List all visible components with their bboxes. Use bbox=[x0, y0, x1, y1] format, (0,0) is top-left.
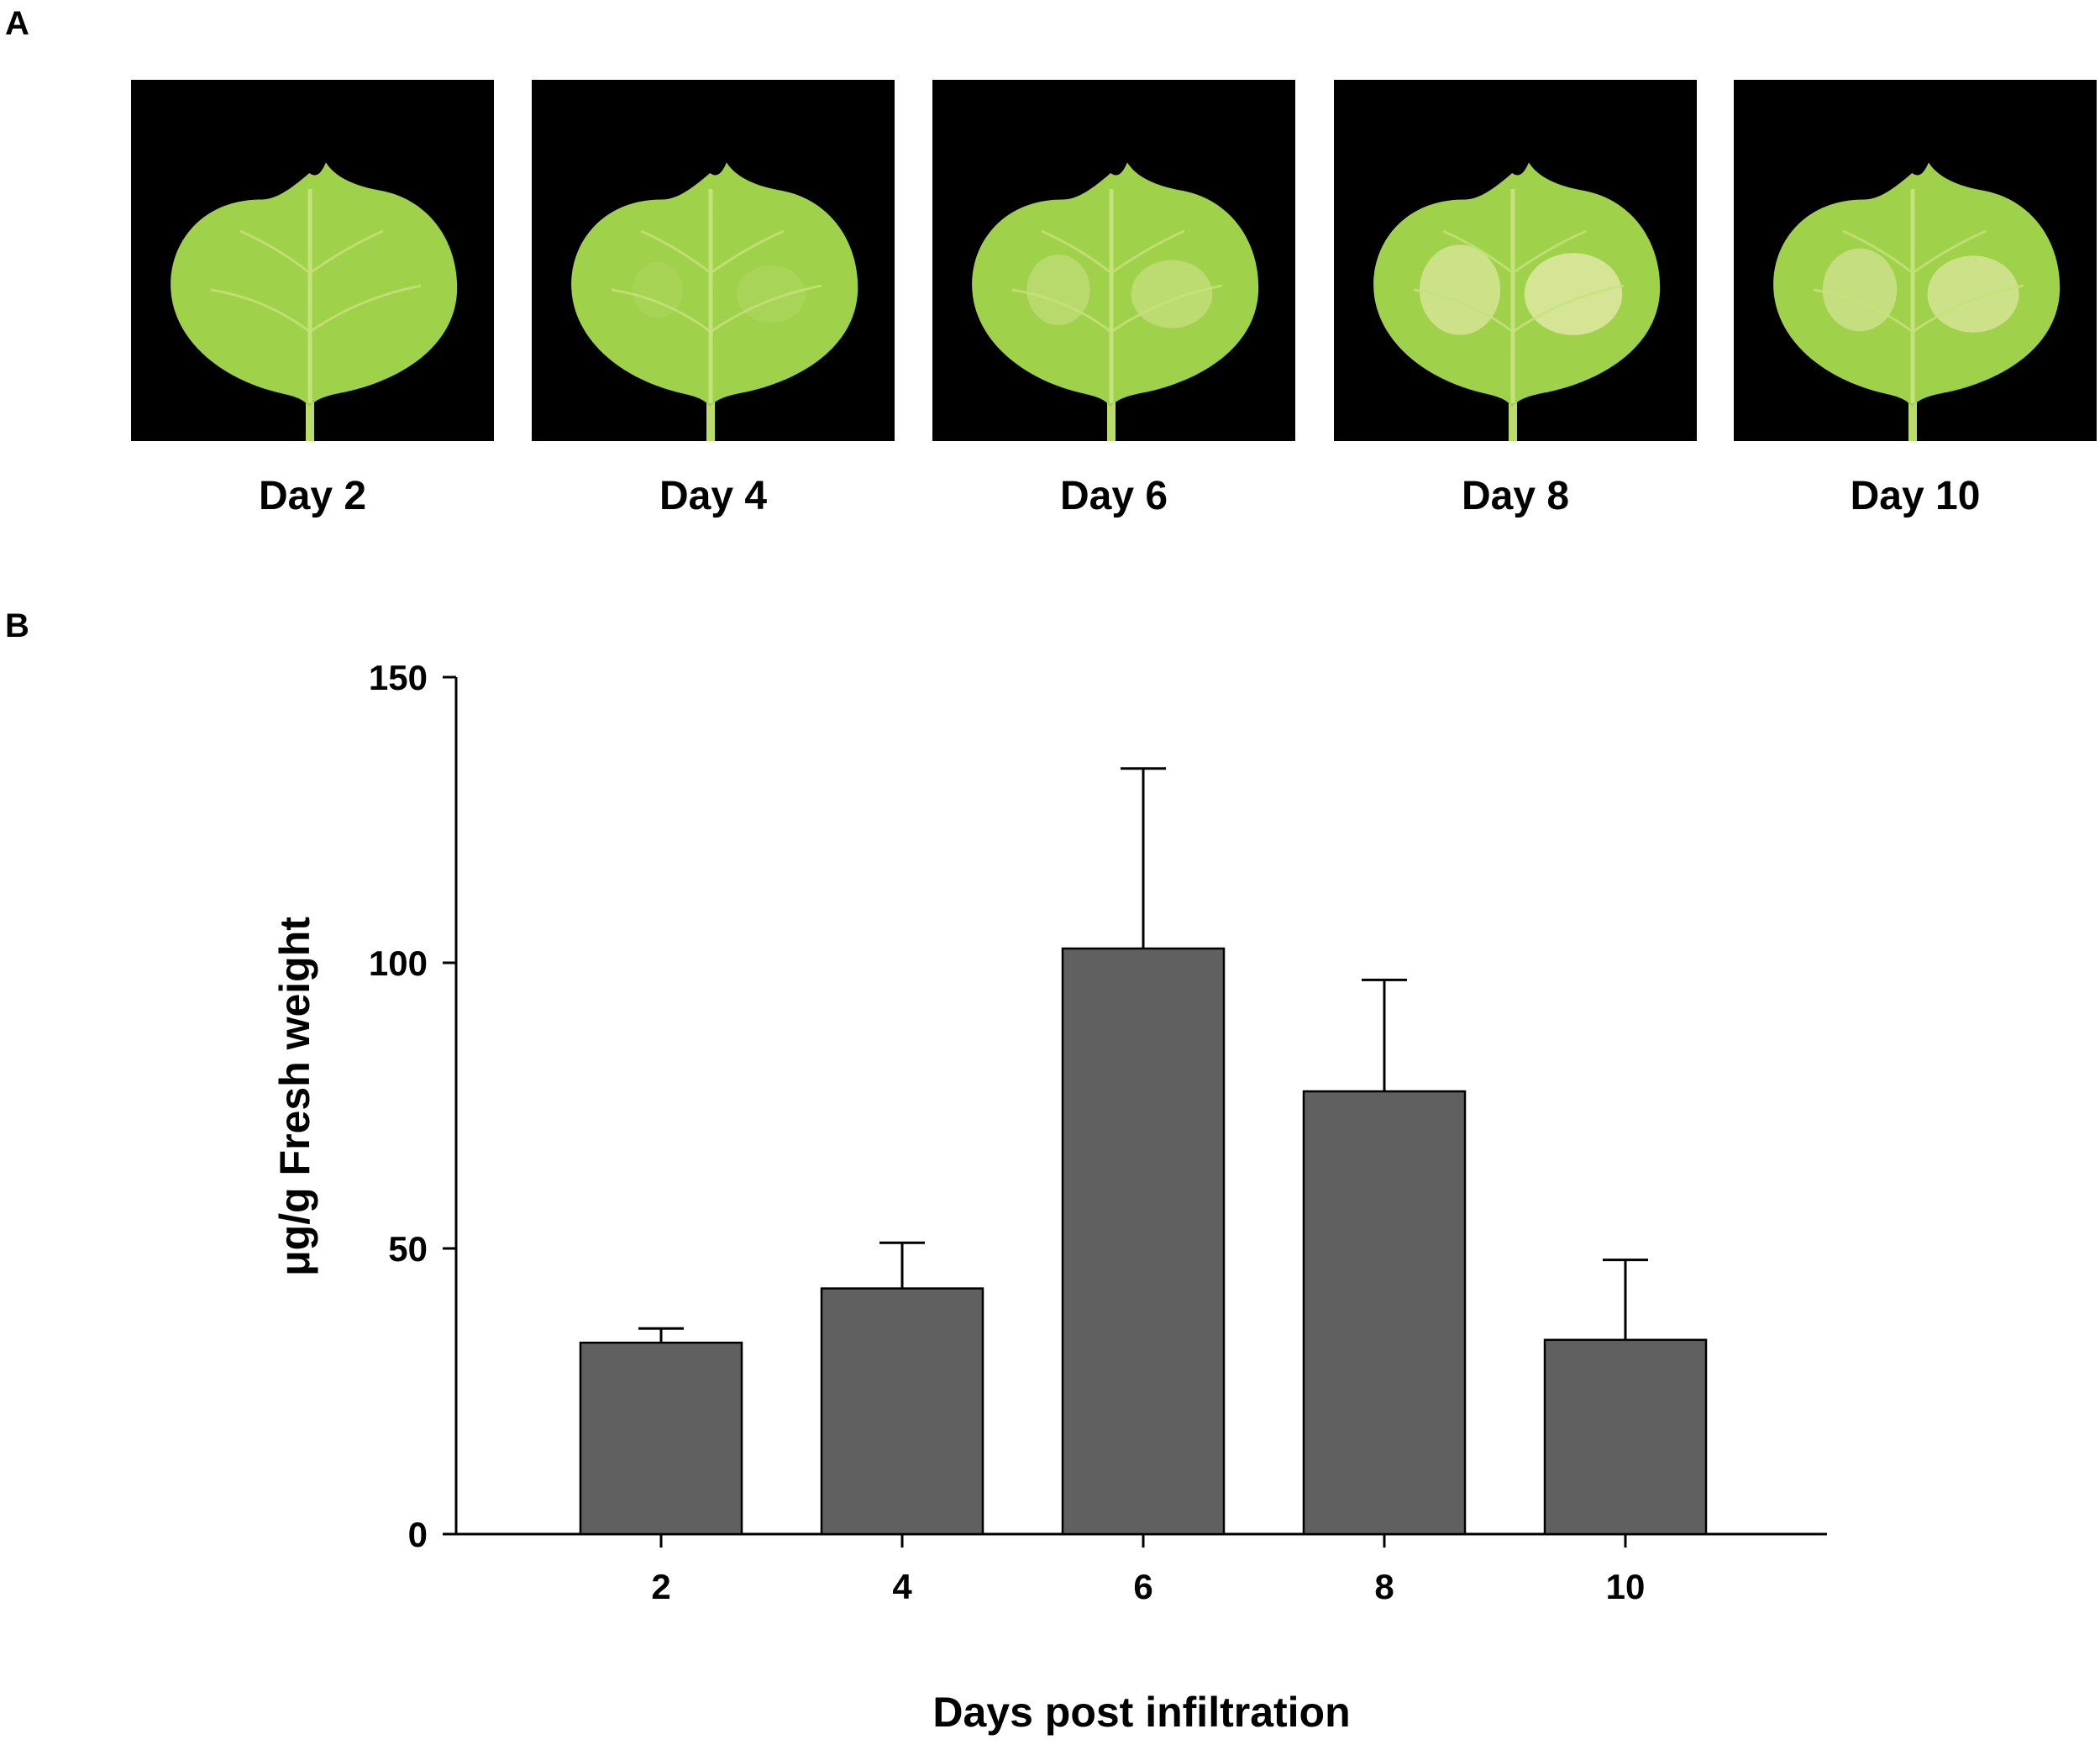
bar bbox=[1061, 947, 1226, 1536]
infiltration-patch bbox=[1131, 260, 1213, 328]
leaf-panel: Day 6 bbox=[932, 80, 1295, 517]
panel-label-b: B bbox=[5, 607, 29, 644]
leaf-vein bbox=[710, 284, 822, 334]
y-tick-label: 100 bbox=[369, 943, 428, 983]
leaf-caption: Day 2 bbox=[258, 474, 367, 518]
panel-label-a: A bbox=[5, 5, 29, 42]
leaf-blade bbox=[1773, 162, 2061, 407]
leaf-vein bbox=[1442, 229, 1514, 275]
leaf-vein bbox=[239, 229, 311, 275]
y-axis-title: μg/g Fresh weight bbox=[271, 917, 318, 1276]
leaf-photo bbox=[932, 80, 1295, 441]
x-axis-title: Days post infiltration bbox=[932, 1689, 1350, 1736]
leaf-caption: Day 8 bbox=[1461, 474, 1570, 518]
leaf-vein bbox=[640, 229, 711, 275]
leaf-blade bbox=[171, 162, 458, 407]
leaf-blade bbox=[972, 162, 1259, 407]
leaf-panel: Day 2 bbox=[131, 80, 494, 517]
y-tick-label: 50 bbox=[388, 1229, 428, 1269]
leaf-photo-row: Day 2 Day 4 Day 6 Day 8 Day 10 bbox=[131, 80, 2097, 533]
leaf-caption: Day 4 bbox=[659, 474, 768, 518]
x-tick-label: 4 bbox=[892, 1567, 912, 1606]
bar bbox=[1543, 1338, 1708, 1536]
leaf-petiole bbox=[1908, 391, 1917, 441]
leaf-photo bbox=[1734, 80, 2097, 441]
leaf-photo bbox=[532, 80, 895, 441]
infiltration-patch bbox=[633, 261, 683, 318]
leaf-petiole bbox=[706, 391, 715, 441]
leaf-vein bbox=[1041, 229, 1112, 275]
infiltration-patch bbox=[1927, 255, 2019, 333]
leaf-vein bbox=[611, 288, 711, 334]
leaf-photo bbox=[1334, 80, 1697, 441]
leaf-vein bbox=[1813, 288, 1914, 334]
bar bbox=[579, 1341, 743, 1536]
leaf-vein bbox=[1842, 229, 1914, 275]
leaf-vein bbox=[1413, 288, 1514, 334]
infiltration-patch bbox=[1026, 254, 1090, 326]
leaf-vein bbox=[710, 229, 785, 275]
leaf-panel: Day 10 bbox=[1734, 80, 2097, 517]
leaf-panel: Day 8 bbox=[1334, 80, 1697, 517]
leaf-petiole bbox=[1509, 391, 1517, 441]
infiltration-patch bbox=[1524, 253, 1623, 335]
leaf-vein bbox=[1512, 229, 1587, 275]
x-tick-label: 10 bbox=[1606, 1567, 1646, 1606]
x-tick-label: 6 bbox=[1133, 1567, 1152, 1606]
leaf-vein bbox=[1011, 288, 1112, 334]
leaf-petiole bbox=[1107, 391, 1116, 441]
y-tick-label: 150 bbox=[369, 658, 428, 697]
leaf-vein bbox=[309, 229, 384, 275]
leaf-photo bbox=[131, 80, 494, 441]
leaf-vein bbox=[1512, 284, 1625, 334]
leaf-blade bbox=[1373, 162, 1661, 407]
leaf-vein bbox=[1110, 284, 1223, 334]
bar bbox=[1302, 1090, 1467, 1536]
leaf-vein bbox=[210, 288, 311, 334]
bar bbox=[820, 1287, 984, 1536]
leaf-vein bbox=[309, 284, 422, 334]
leaf-petiole bbox=[306, 391, 314, 441]
leaf-panel: Day 4 bbox=[532, 80, 895, 517]
x-tick-label: 2 bbox=[651, 1567, 670, 1606]
leaf-blade bbox=[571, 162, 858, 407]
y-tick-label: 0 bbox=[408, 1515, 428, 1554]
leaf-vein bbox=[1912, 229, 1987, 275]
leaf-vein bbox=[1110, 229, 1185, 275]
leaf-caption: Day 10 bbox=[1850, 474, 1981, 518]
leaf-caption: Day 6 bbox=[1059, 474, 1168, 518]
leaf-vein bbox=[1912, 284, 2024, 334]
x-tick-label: 8 bbox=[1374, 1567, 1394, 1606]
